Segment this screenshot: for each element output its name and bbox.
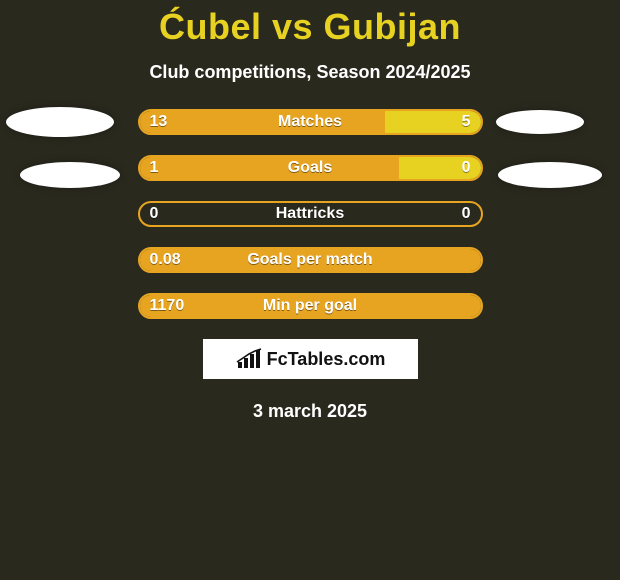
stat-label: Goals per match — [140, 249, 481, 271]
stat-row-matches: 13 Matches 5 — [138, 109, 483, 135]
page-root: Ćubel vs Gubijan Club competitions, Seas… — [0, 0, 620, 580]
stat-label: Matches — [140, 111, 481, 133]
stat-row-hattricks: 0 Hattricks 0 — [138, 201, 483, 227]
page-title: Ćubel vs Gubijan — [0, 0, 620, 48]
stat-right-value: 5 — [462, 111, 471, 133]
branding-text: FcTables.com — [267, 349, 386, 370]
bar-chart-icon — [235, 348, 263, 370]
stat-row-goals-per-match: 0.08 Goals per match — [138, 247, 483, 273]
player-left-avatar-1 — [6, 107, 114, 137]
stat-label: Min per goal — [140, 295, 481, 317]
comparison-stage: 13 Matches 5 1 Goals 0 0 Hattricks 0 0.0… — [0, 109, 620, 422]
stat-right-value: 0 — [462, 157, 471, 179]
stat-label: Goals — [140, 157, 481, 179]
player-right-avatar-1 — [496, 110, 584, 134]
player-left-avatar-2 — [20, 162, 120, 188]
stat-row-goals: 1 Goals 0 — [138, 155, 483, 181]
stat-label: Hattricks — [140, 203, 481, 225]
stat-row-min-per-goal: 1170 Min per goal — [138, 293, 483, 319]
player-right-avatar-2 — [498, 162, 602, 188]
page-subtitle: Club competitions, Season 2024/2025 — [0, 62, 620, 83]
branding-badge: FcTables.com — [203, 339, 418, 379]
stat-right-value: 0 — [462, 203, 471, 225]
date-text: 3 march 2025 — [0, 401, 620, 422]
